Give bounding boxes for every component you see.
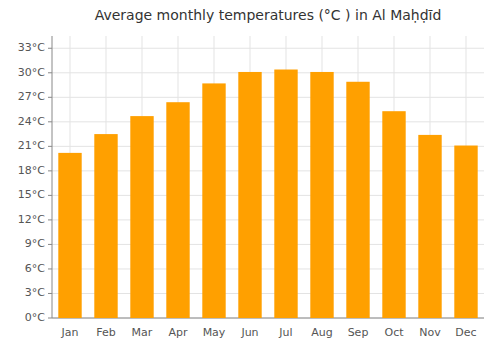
y-tick-label: 9°C <box>25 237 45 250</box>
y-grid-line <box>52 72 484 73</box>
bar <box>418 135 441 318</box>
bar <box>58 153 81 318</box>
bar <box>166 102 189 318</box>
bar <box>94 134 117 318</box>
y-tick-label: 6°C <box>25 262 45 275</box>
bars <box>58 70 477 318</box>
bar <box>310 72 333 318</box>
y-tick-label: 33°C <box>18 41 45 54</box>
y-tick <box>48 219 52 220</box>
y-tick <box>48 293 52 294</box>
y-tick-label: 21°C <box>18 139 45 152</box>
y-tick-label: 27°C <box>18 90 45 103</box>
bar <box>238 72 261 318</box>
y-tick <box>48 72 52 73</box>
bar <box>130 116 153 318</box>
y-tick <box>48 268 52 269</box>
y-tick-label: 18°C <box>18 164 45 177</box>
y-tick-label: 0°C <box>25 311 45 324</box>
y-tick <box>48 195 52 196</box>
y-tick <box>48 146 52 147</box>
y-tick <box>48 121 52 122</box>
x-tick-label: May <box>203 326 226 339</box>
y-tick-label: 24°C <box>18 115 45 128</box>
x-tick-label: Feb <box>96 326 115 339</box>
y-tick-label: 3°C <box>25 286 45 299</box>
y-grid-line <box>52 97 484 98</box>
bar <box>346 82 369 318</box>
chart-title: Average monthly temperatures (°C ) in Al… <box>95 7 442 23</box>
y-tick <box>48 318 52 319</box>
chart-svg: 0°C 3°C 6°C 9°C 12°C 15°C 18°C 21°C 24°C 27°C 30°C… <box>0 0 500 350</box>
y-tick-label: 30°C <box>18 66 45 79</box>
y-tick <box>48 97 52 98</box>
bar <box>382 111 405 318</box>
x-tick-label: Aug <box>311 326 332 339</box>
y-grid-line <box>52 121 484 122</box>
y-axis-line <box>52 36 53 318</box>
y-tick-label: 12°C <box>18 213 45 226</box>
bar <box>454 146 477 318</box>
y-tick <box>48 48 52 49</box>
grid <box>52 36 484 318</box>
x-tick-label: Jan <box>61 326 79 339</box>
x-tick-label: Sep <box>348 326 369 339</box>
x-tick-label: Jul <box>278 326 292 339</box>
x-tick-label: Nov <box>419 326 441 339</box>
axes: 0°C 3°C 6°C 9°C 12°C 15°C 18°C 21°C 24°C 27°C 30°C… <box>18 36 484 339</box>
bar <box>274 70 297 318</box>
x-tick-label: Oct <box>384 326 404 339</box>
chart-container: 0°C 3°C 6°C 9°C 12°C 15°C 18°C 21°C 24°C 27°C 30°C… <box>0 0 500 350</box>
y-grid-line <box>52 48 484 49</box>
bar <box>202 83 225 318</box>
y-tick <box>48 244 52 245</box>
y-tick-label: 15°C <box>18 188 45 201</box>
x-tick-label: Jun <box>240 326 258 339</box>
y-tick <box>48 170 52 171</box>
x-tick-label: Apr <box>168 326 188 339</box>
x-tick-label: Dec <box>455 326 476 339</box>
x-tick-label: Mar <box>132 326 153 339</box>
